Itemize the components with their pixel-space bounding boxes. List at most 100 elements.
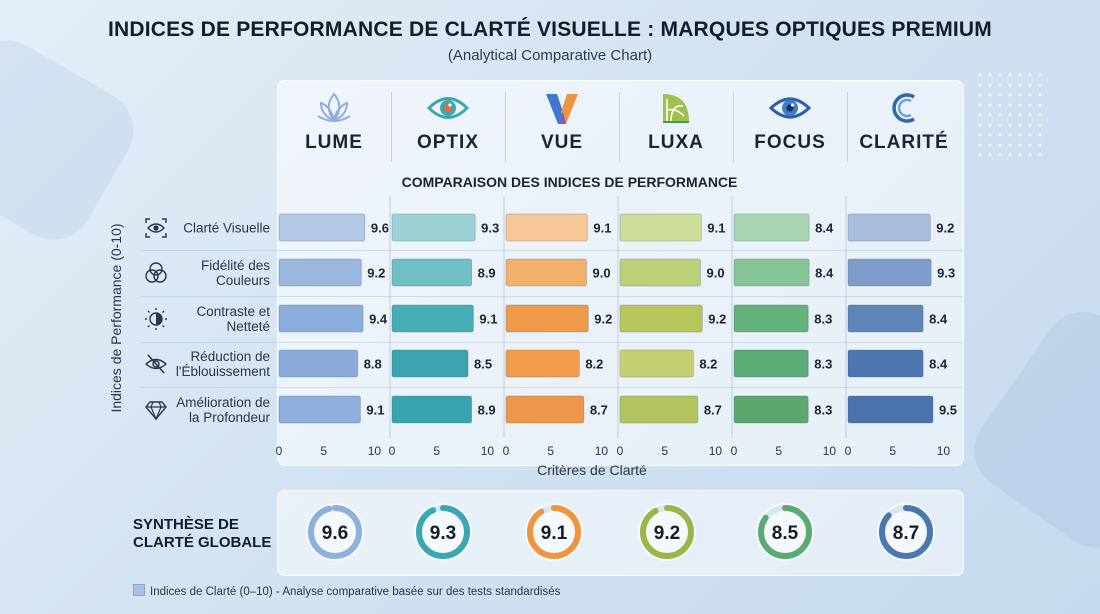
criterion-label: Amélioration de la Profondeur (176, 395, 270, 425)
v-logo-icon (506, 90, 618, 126)
data-label: 9.1 (366, 403, 384, 418)
bar-clarité-0 (847, 213, 931, 242)
data-label: 9.1 (707, 221, 725, 236)
criterion-label: Réduction de l'Éblouissement (175, 349, 270, 379)
eye-icon (734, 90, 846, 126)
bar-vue-1 (505, 258, 587, 287)
x-tick-label: 10 (368, 444, 382, 458)
criterion-label: Fidélité des Couleurs (200, 258, 270, 288)
score-ring-focus (758, 505, 812, 559)
x-tick-label: 0 (617, 444, 624, 458)
row-divider (140, 342, 962, 379)
bar-clarité-4 (847, 395, 934, 424)
data-label: 8.5 (474, 357, 492, 372)
x-tick-label: 10 (709, 444, 723, 458)
criterion-clarte-visuelle: Clarté Visuelle (140, 210, 276, 246)
data-label: 8.8 (364, 357, 382, 372)
data-label: 8.3 (814, 403, 832, 418)
bar-focus-0 (733, 213, 810, 242)
data-label: 8.4 (815, 266, 834, 281)
x-tick-label: 0 (389, 444, 396, 458)
data-label: 8.9 (478, 266, 496, 281)
brand-name: OPTIX (416, 132, 479, 153)
bar-vue-3 (505, 349, 580, 378)
score-ring-lume (308, 505, 362, 559)
x-tick-label: 0 (845, 444, 852, 458)
score-ring-background (525, 503, 583, 561)
score-value: 9.6 (322, 523, 348, 544)
c-logo-icon (848, 90, 960, 126)
brand-header-optix: OPTIX (392, 88, 504, 160)
x-tick-label: 5 (775, 444, 782, 458)
summary-title: SYNTHÈSE DE CLARTÉ GLOBALE (133, 516, 272, 551)
brand-divider (619, 92, 620, 162)
score-ring-background (638, 503, 696, 561)
criterion-fidelite-couleurs: Fidélité des Couleurs (140, 255, 276, 291)
brand-header-lume: LUME (278, 88, 390, 160)
score-ring-vue (527, 505, 581, 559)
lotus-icon (278, 90, 390, 126)
chart-title: COMPARAISON DES INDICES DE PERFORMANCE (401, 174, 738, 190)
summary-panel (277, 490, 964, 576)
bar-lume-4 (278, 395, 361, 424)
data-label: 8.7 (704, 403, 722, 418)
eye-icon (392, 90, 504, 126)
x-tick-label: 5 (661, 444, 668, 458)
brand-name: LUXA (648, 132, 704, 153)
x-tick-label: 5 (889, 444, 896, 458)
data-label: 9.3 (937, 266, 955, 281)
legend-swatch (133, 584, 145, 596)
x-tick-label: 5 (433, 444, 440, 458)
brand-name: FOCUS (754, 132, 826, 153)
data-label: 9.2 (936, 221, 954, 236)
bar-luxa-0 (619, 213, 702, 242)
x-tick-label: 0 (503, 444, 510, 458)
page-subtitle: (Analytical Comparative Chart) (447, 47, 653, 64)
score-value: 9.3 (430, 523, 456, 544)
score-ring-background (756, 503, 814, 561)
leaf-icon (620, 90, 732, 126)
x-tick-label: 5 (320, 444, 327, 458)
bar-vue-0 (505, 213, 588, 242)
score-ring-background (306, 503, 364, 561)
x-tick-label: 10 (937, 444, 951, 458)
criterion-contraste-nettete: Contraste et Netteté (140, 301, 276, 337)
brand-divider (391, 92, 392, 162)
data-label: 8.3 (814, 357, 832, 372)
score-value: 8.7 (893, 523, 919, 544)
data-label: 9.5 (939, 403, 957, 418)
dot-grid-decoration (975, 70, 1045, 160)
row-divider (140, 296, 962, 333)
bar-lume-0 (278, 213, 366, 242)
data-label: 9.1 (593, 221, 611, 236)
x-axis-title: Critères de Clarté (537, 462, 647, 478)
bar-clarité-1 (847, 258, 932, 287)
score-ring-clarité (879, 505, 933, 559)
bar-focus-3 (733, 349, 809, 378)
data-label: 9.3 (481, 221, 499, 236)
data-label: 9.1 (479, 312, 497, 327)
score-value: 9.1 (541, 523, 568, 544)
brand-divider (847, 92, 848, 162)
data-label: 8.4 (929, 357, 948, 372)
brand-divider (733, 92, 734, 162)
score-value: 8.5 (772, 523, 799, 544)
data-label: 8.4 (929, 312, 948, 327)
data-label: 9.4 (369, 312, 388, 327)
bar-luxa-3 (619, 349, 694, 378)
row-divider (140, 387, 962, 424)
bar-clarité-3 (847, 349, 924, 378)
bar-vue-2 (505, 304, 589, 333)
bar-optix-4 (391, 395, 473, 424)
criterion-label: Clarté Visuelle (183, 220, 270, 236)
brand-header-luxa: LUXA (620, 88, 732, 160)
bar-clarité-2 (847, 304, 924, 333)
data-label: 9.2 (367, 266, 385, 281)
data-label: 8.9 (478, 403, 496, 418)
bar-luxa-2 (619, 304, 703, 333)
bar-lume-1 (278, 258, 362, 287)
brand-name: LUME (305, 132, 363, 153)
brand-divider (505, 92, 506, 162)
data-label: 9.0 (592, 266, 610, 281)
data-label: 8.3 (814, 312, 832, 327)
